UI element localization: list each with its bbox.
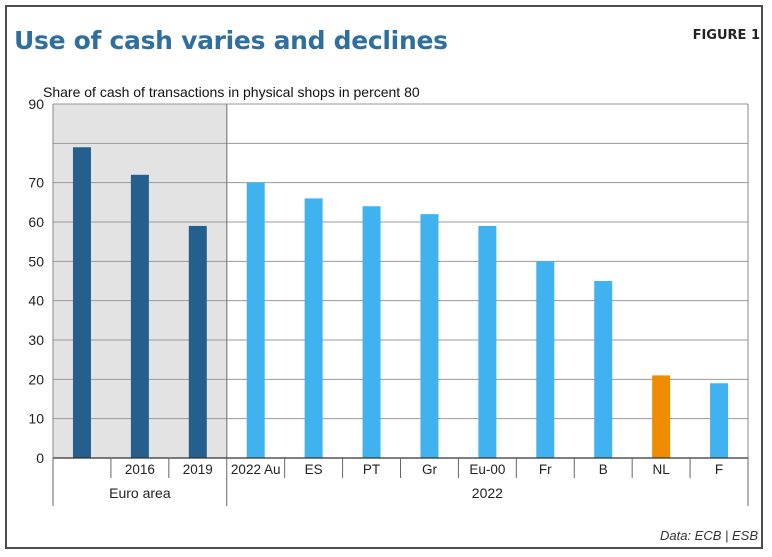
x-tick-label: F (715, 462, 723, 477)
bar-2019 (130, 174, 149, 459)
bar-2016 (72, 147, 91, 458)
bar-fr (536, 261, 555, 458)
group-label: Euro area (109, 485, 171, 501)
y-axis-label: Share of cash of transactions in physica… (43, 84, 420, 100)
y-tick-label: 0 (36, 450, 44, 466)
x-tick-label: PT (363, 462, 380, 477)
bar-gr (420, 214, 439, 458)
chart-title: Use of cash varies and declines (14, 26, 448, 55)
y-tick-label: 50 (28, 253, 44, 269)
bar-eu-00 (478, 225, 497, 458)
x-tick-label: Eu-00 (469, 462, 505, 477)
x-tick-label: NL (652, 462, 670, 477)
bar-nl (652, 375, 671, 458)
x-tick-label: ES (305, 462, 323, 477)
y-tick-label: 20 (28, 371, 44, 387)
y-tick-label: 90 (28, 96, 44, 112)
y-tick-labels: 0 10 20 30 40 50 60 70 90 (28, 96, 44, 466)
x-tick-label: Fr (539, 462, 552, 477)
x-tick-label: Gr (422, 462, 438, 477)
x-tick-label: B (599, 462, 608, 477)
group-label: 2022 (472, 485, 503, 501)
y-tick-label: 70 (28, 175, 44, 191)
y-tick-label: 10 (28, 411, 44, 427)
gridlines (52, 103, 749, 458)
x-axis: 2016 2019 2022 Au ES PT Gr Eu-00 Fr B NL F Euro are… (52, 457, 749, 506)
y-tick-label: 60 (28, 214, 44, 230)
y-tick-label: 30 (28, 332, 44, 348)
bar-es (304, 198, 323, 458)
bar-f (710, 383, 729, 458)
bar-b (594, 281, 613, 458)
y-tick-label: 40 (28, 293, 44, 309)
x-tick-label: 2022 Au (231, 462, 281, 477)
bar-2022 (188, 225, 207, 458)
bars (72, 147, 729, 459)
data-source: Data: ECB | ESB (659, 528, 758, 543)
x-tick-label: 2019 (183, 462, 213, 477)
x-tick-label: 2016 (125, 462, 155, 477)
bar-pt (362, 206, 381, 458)
bar-au (246, 182, 265, 458)
figure-label: FIGURE 1 (692, 28, 760, 43)
